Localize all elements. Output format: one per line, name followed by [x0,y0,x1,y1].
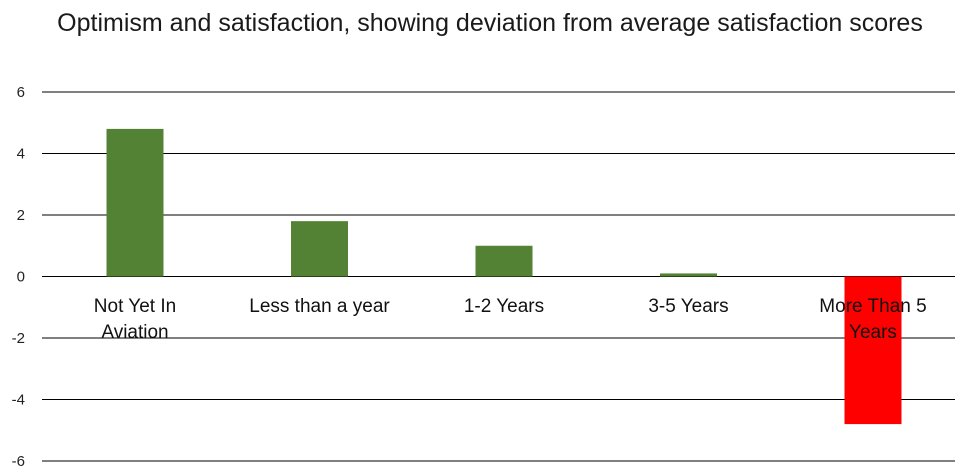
gridlines [42,91,955,462]
y-axis-ticks: 6 4 2 0 -2 -4 -6 [12,84,25,466]
bar-1 [291,221,348,277]
y-tick-label: 4 [17,145,25,162]
y-tick-label: 6 [17,84,25,101]
bars [106,128,902,425]
x-category-label: Aviation [101,322,168,343]
y-tick-label: -6 [12,453,25,466]
x-category-label: 1-2 Years [464,296,544,317]
chart-title: Optimism and satisfaction, showing devia… [57,9,923,37]
bar-3 [660,273,717,277]
x-category-label: 3-5 Years [648,296,728,317]
x-category-label: Not Yet In [94,296,176,317]
y-tick-label: 2 [17,207,25,224]
x-category-label: More Than 5 [819,296,926,317]
y-tick-label: 0 [17,268,25,285]
x-category-label: Less than a year [249,296,390,317]
bar-0 [106,128,164,277]
x-axis-categories: Not Yet In Aviation Less than a year 1-2 Ye… [94,296,927,343]
y-tick-label: -2 [12,330,25,347]
bar-4 [844,276,902,425]
bar-2 [475,245,533,277]
y-tick-label: -4 [12,391,25,408]
x-category-label: Years [849,322,897,343]
